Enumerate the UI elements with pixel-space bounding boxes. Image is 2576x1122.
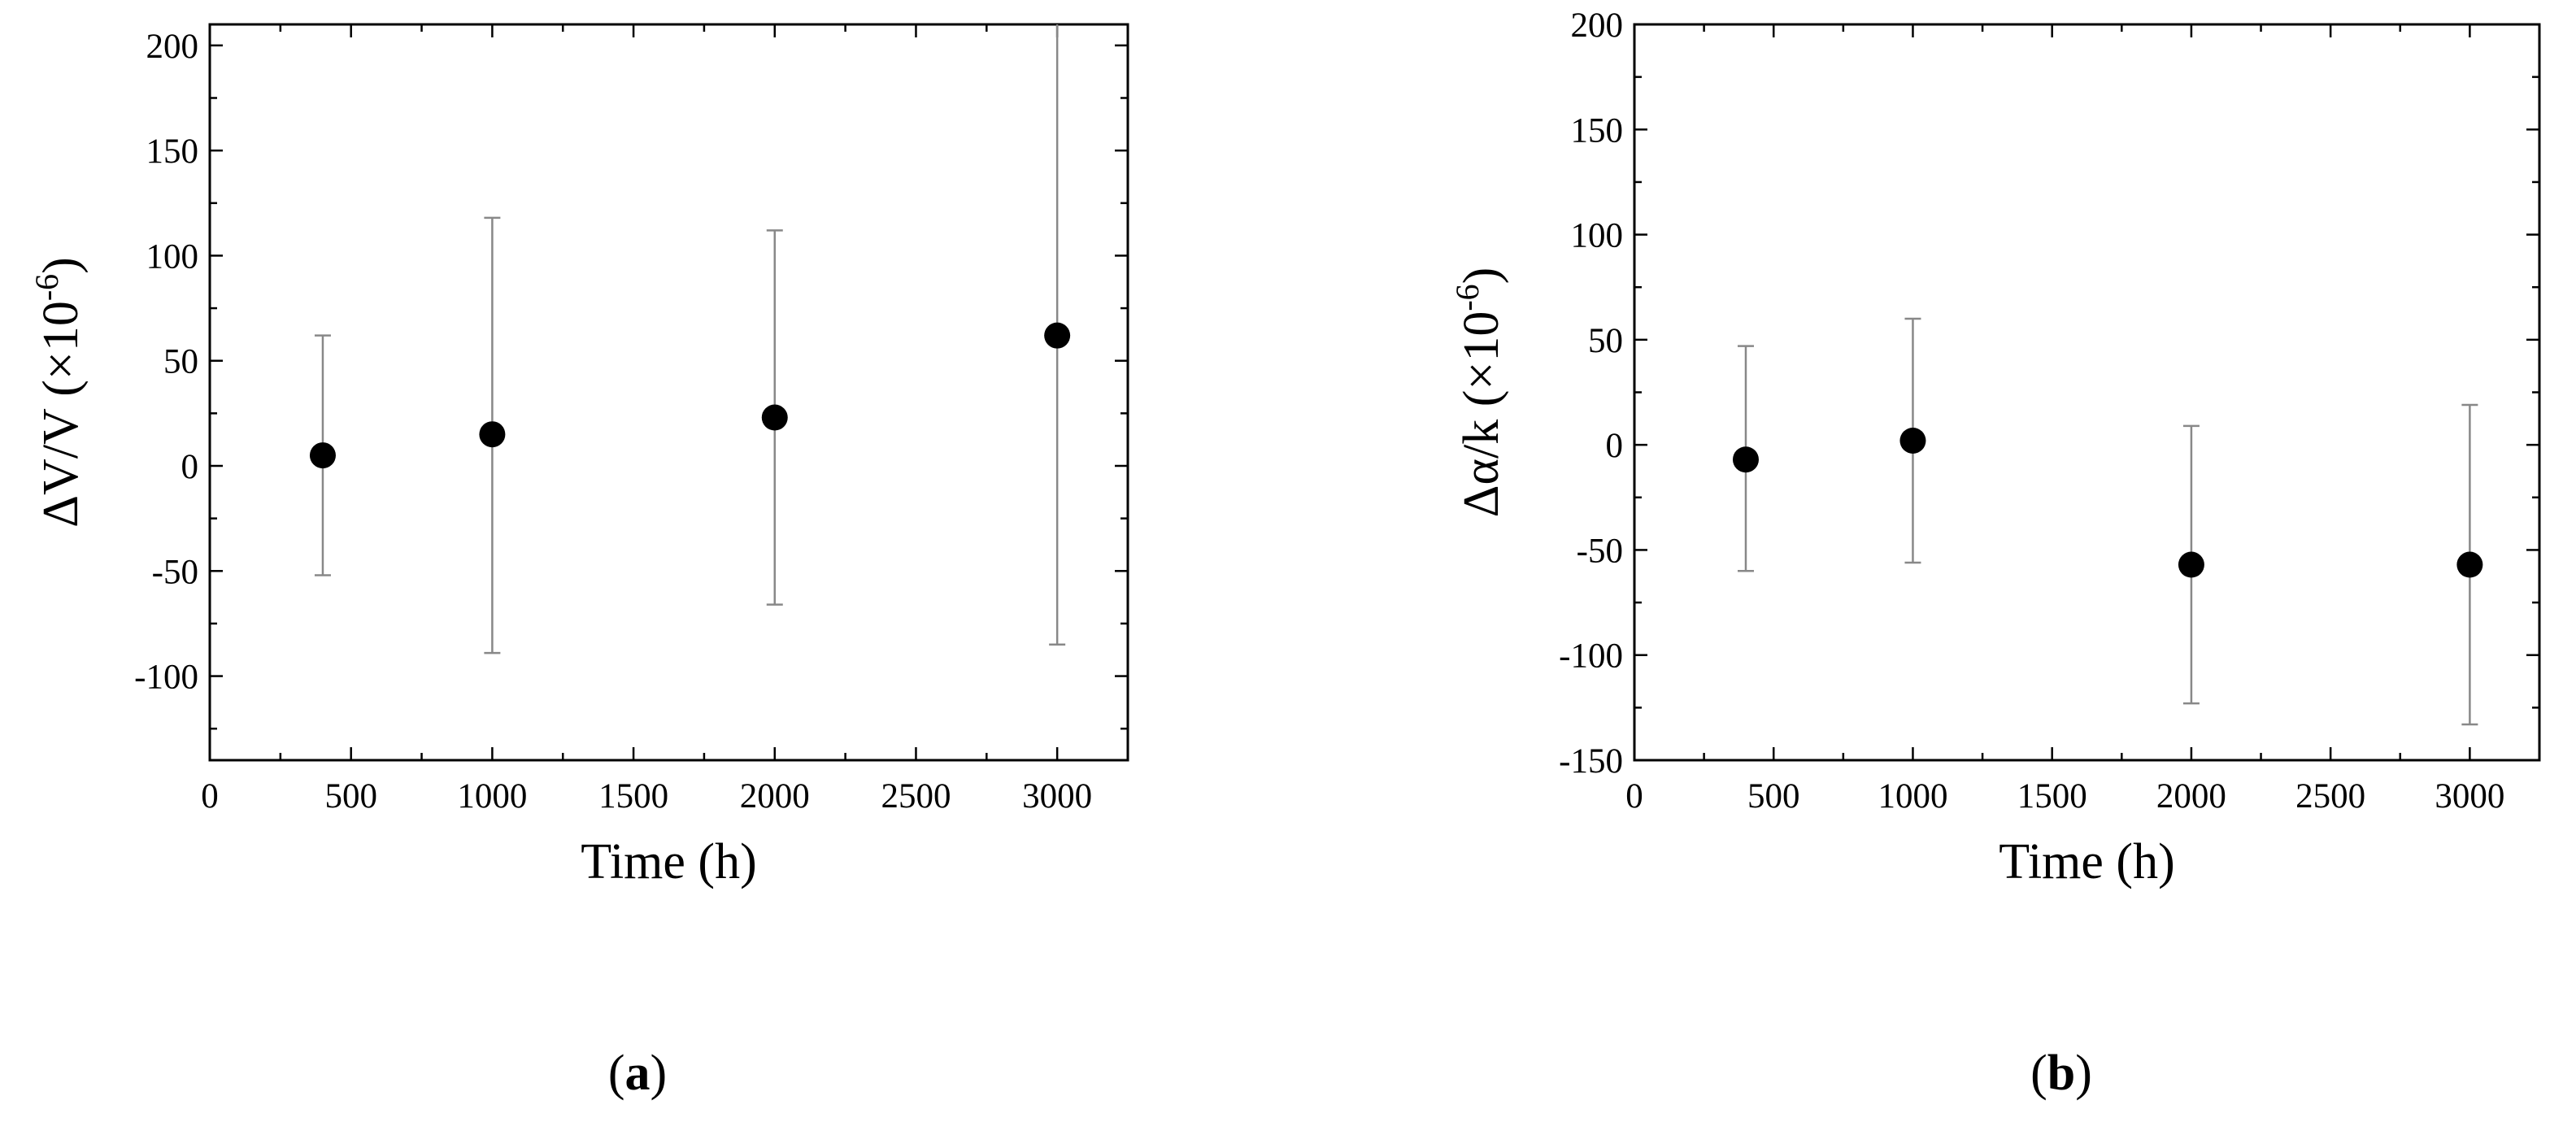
x-tick-label: 2500 xyxy=(881,777,951,815)
panel-label-letter: b xyxy=(2047,1046,2075,1101)
data-point xyxy=(1899,427,1926,454)
x-tick-label: 500 xyxy=(324,777,377,815)
y-tick-label: 150 xyxy=(1571,111,1624,150)
plot-frame xyxy=(208,23,1129,762)
y-axis-title-main: Δα/k (×10 xyxy=(1454,311,1509,518)
x-tick-label: 1500 xyxy=(2017,777,2087,815)
y-tick-label: -100 xyxy=(134,659,198,697)
y-axis-title-exponent: -6 xyxy=(28,274,65,301)
data-point xyxy=(2178,551,2204,578)
y-axis-title-close: ) xyxy=(1454,267,1509,285)
x-axis-title: Time (h) xyxy=(1999,834,2174,889)
y-tick-label: -100 xyxy=(1559,637,1623,676)
y-tick-label: -50 xyxy=(1577,532,1623,570)
y-tick-label: 100 xyxy=(1571,217,1624,255)
x-axis-title: Time (h) xyxy=(581,834,756,889)
x-tick-label: 1000 xyxy=(1878,777,1947,815)
x-tick-label: 500 xyxy=(1747,777,1800,815)
panel-label-letter: a xyxy=(625,1046,651,1101)
panel-label: (a) xyxy=(608,1046,667,1101)
data-point xyxy=(2456,551,2483,578)
y-tick-label: 200 xyxy=(1571,7,1624,45)
data-point xyxy=(1044,322,1071,349)
y-tick-label: 50 xyxy=(163,343,198,381)
x-tick-label: 1500 xyxy=(598,777,668,815)
panel-label-open: ( xyxy=(608,1046,625,1101)
panel-label-close: ) xyxy=(2075,1046,2092,1101)
y-tick-label: 0 xyxy=(1606,427,1624,465)
y-axis-title: ΔV/V (×10-6) xyxy=(28,257,89,528)
y-tick-label: 200 xyxy=(146,28,199,66)
y-tick-label: -150 xyxy=(1559,742,1623,781)
x-tick-label: 2000 xyxy=(740,777,810,815)
x-tick-label: 3000 xyxy=(1022,777,1092,815)
x-tick-label: 0 xyxy=(1625,777,1643,815)
y-axis-title-close: ) xyxy=(33,257,89,274)
x-tick-label: 0 xyxy=(201,777,219,815)
data-point xyxy=(761,404,788,431)
y-tick-label: -50 xyxy=(152,553,198,591)
panel-label-close: ) xyxy=(651,1046,668,1101)
panel-label-open: ( xyxy=(2030,1046,2047,1101)
panel-label: (b) xyxy=(2030,1046,2092,1101)
y-tick-label: 100 xyxy=(146,237,199,276)
y-axis-title-main: ΔV/V (×10 xyxy=(33,301,89,528)
x-tick-label: 1000 xyxy=(457,777,527,815)
chart-panel-a: 0 500 1000 1500 2000 2500 3000 -100 -50 0 50 100 150… xyxy=(28,23,1129,1101)
data-point xyxy=(309,442,336,469)
y-tick-label: 50 xyxy=(1588,322,1623,360)
y-axis-title-exponent: -6 xyxy=(1449,284,1486,311)
data-point xyxy=(1732,446,1759,473)
x-tick-label: 3000 xyxy=(2435,777,2504,815)
y-tick-label: 0 xyxy=(181,448,199,486)
data-point xyxy=(479,421,506,448)
plot-frame xyxy=(1633,23,2541,762)
chart-panel-b: 0 500 1000 1500 2000 2500 3000 -150 -100 -50 0 50 10… xyxy=(1449,7,2541,1101)
y-tick-label: 150 xyxy=(146,133,199,171)
x-tick-label: 2000 xyxy=(2156,777,2226,815)
x-tick-label: 2500 xyxy=(2295,777,2365,815)
y-axis-title: Δα/k (×10-6) xyxy=(1449,267,1509,518)
